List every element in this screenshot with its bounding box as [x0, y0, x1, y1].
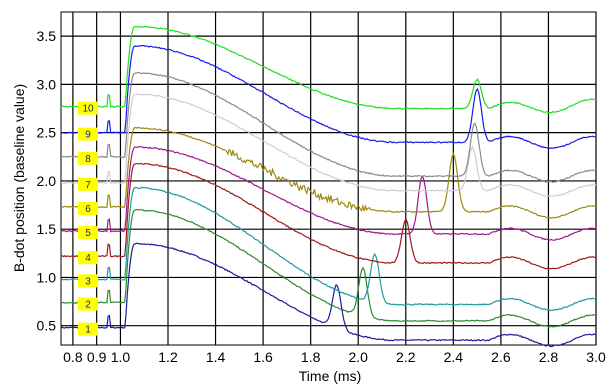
legend-badge: [78, 322, 98, 336]
legend-badge-label: 3: [85, 276, 91, 287]
plot-area: [60, 11, 597, 346]
x-tick-label: 2.2: [396, 349, 416, 365]
x-axis-title: Time (ms): [299, 368, 361, 384]
series-line-10: [60, 25, 597, 114]
legend-badge-label: 7: [85, 180, 91, 191]
x-tick-label: 2.6: [491, 349, 511, 365]
legend-badge-label: 2: [85, 300, 91, 311]
x-tick-label: 3.0: [586, 349, 606, 365]
legend-badge: [78, 274, 98, 288]
x-tick-label: 2.4: [444, 349, 464, 365]
legend-badge: [78, 127, 98, 141]
legend-badge-label: 8: [85, 154, 91, 165]
legend-badge: [78, 226, 98, 240]
series-line-5: [60, 146, 597, 241]
x-tick-label: 1.8: [301, 349, 321, 365]
legend-badge: [78, 151, 98, 165]
legend-badge-label: 9: [85, 130, 91, 141]
x-tick-label: 0.8: [63, 349, 83, 365]
series-line-4: [60, 162, 597, 270]
legend-badge: [78, 101, 98, 115]
x-tick-label: 1.2: [158, 349, 178, 365]
legend-badge-label: 10: [82, 104, 94, 115]
series-line-1: [60, 242, 597, 348]
x-tick-label: 2.8: [539, 349, 559, 365]
y-tick-label: 2.0: [37, 173, 57, 189]
y-tick-labels: 0.5 1.0 1.5 2.0 2.5 3.0 3.5: [37, 28, 57, 334]
series-line-2: [60, 208, 597, 328]
series-line-9: [60, 44, 597, 150]
grid: [61, 12, 597, 345]
legend-badge-label: 5: [85, 228, 91, 239]
x-tick-label: 0.9: [87, 349, 107, 365]
series-lines: [60, 25, 597, 348]
series-line-8: [60, 71, 597, 183]
series-line-7: [60, 93, 597, 197]
x-tick-label: 1.6: [253, 349, 273, 365]
legend-badge: [78, 251, 98, 265]
x-tick-label: 1.4: [206, 349, 226, 365]
legend-badge: [78, 177, 98, 191]
legend-badges: 1 2 3 4 5 6 7 8 9 10: [78, 101, 98, 336]
y-tick-label: 2.5: [37, 125, 57, 141]
legend-badge-label: 6: [85, 204, 91, 215]
x-tick-labels: 0.8 0.9 1.0 1.2 1.4 1.6 1.8 2.0 2.2 2.4 2.6 2.8 3.0: [63, 349, 606, 365]
series-line-6: [61, 126, 597, 219]
y-axis-title: B-dot position (baseline value): [11, 84, 27, 272]
legend-badge-label: 1: [85, 325, 91, 336]
y-tick-label: 1.5: [37, 221, 57, 237]
legend-badge-label: 4: [85, 253, 91, 264]
y-tick-label: 1.0: [37, 269, 57, 285]
y-tick-label: 0.5: [37, 318, 57, 334]
y-tick-label: 3.5: [37, 28, 57, 44]
series-line-3: [60, 186, 597, 312]
x-tick-label: 2.0: [348, 349, 368, 365]
y-tick-label: 3.0: [37, 76, 57, 92]
legend-badge: [78, 297, 98, 311]
legend-badge: [78, 201, 98, 215]
x-tick-label: 1.0: [111, 349, 131, 365]
